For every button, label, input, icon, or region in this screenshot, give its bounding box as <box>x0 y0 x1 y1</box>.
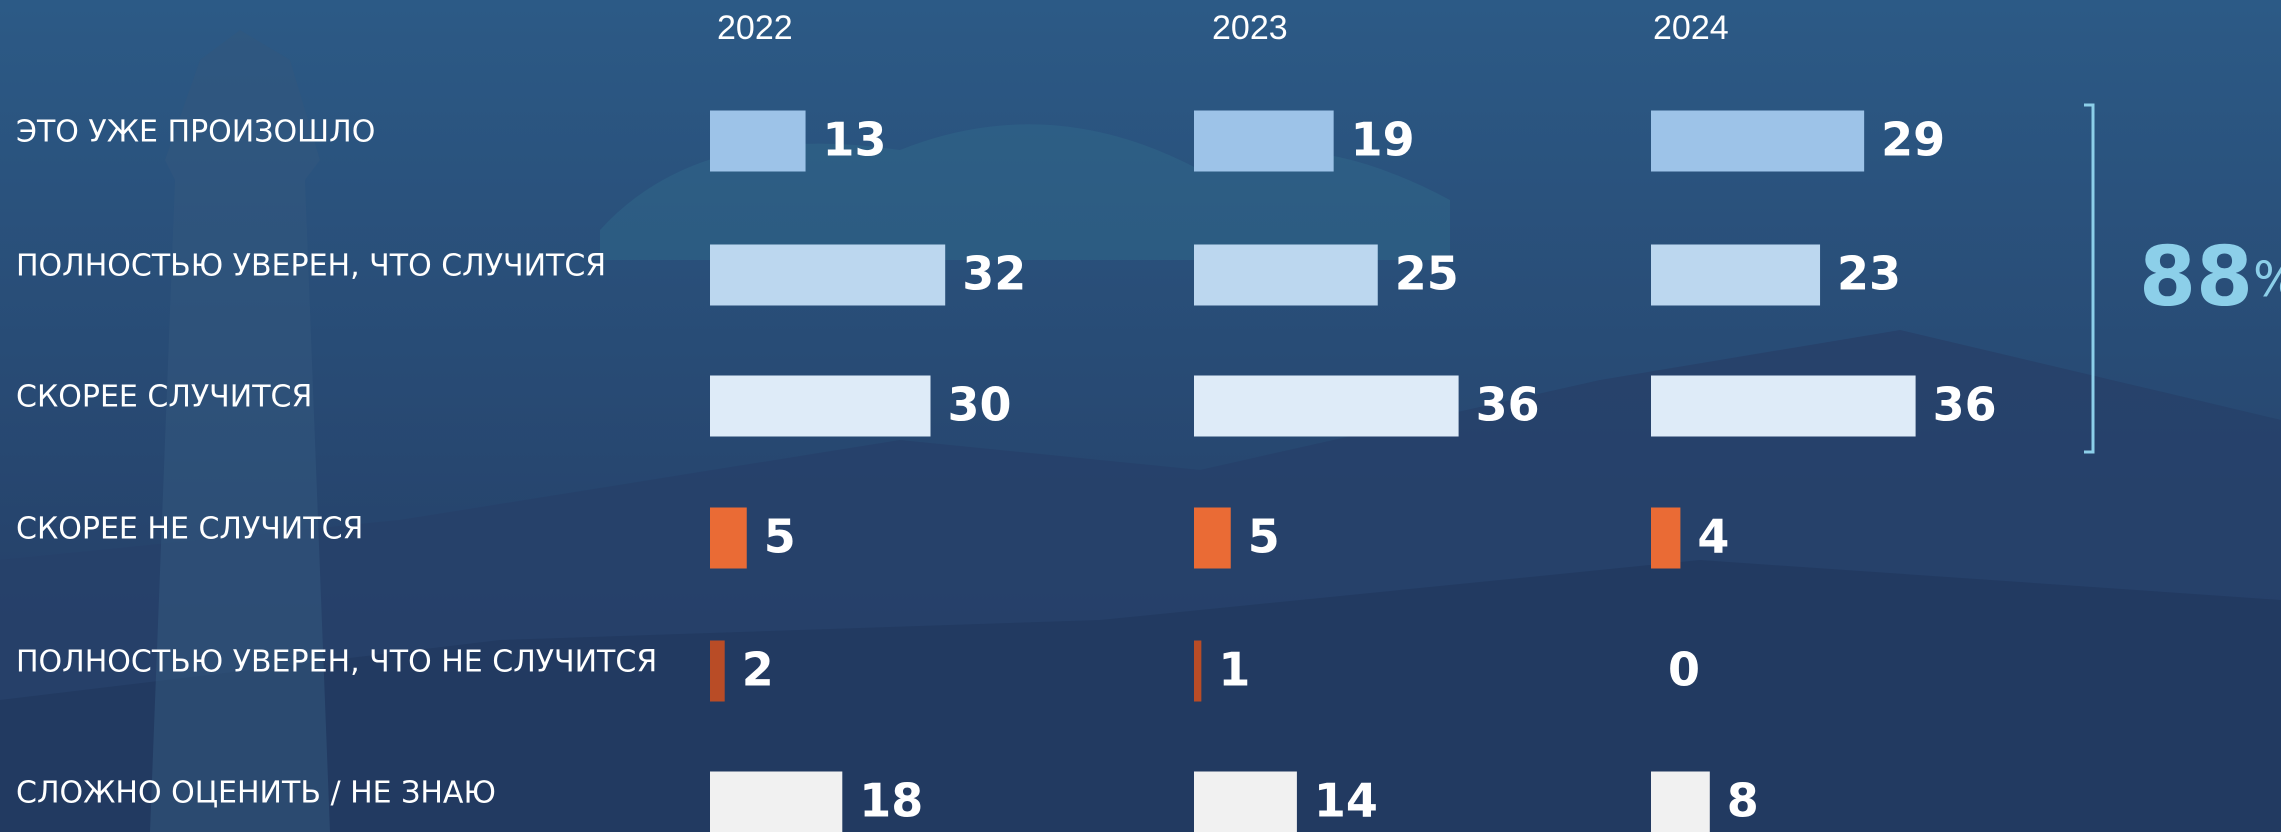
bar <box>710 376 931 437</box>
bar <box>1194 111 1334 172</box>
value-label: 36 <box>1933 378 1997 432</box>
value-label: 18 <box>859 774 923 828</box>
value-label: 23 <box>1837 247 1901 301</box>
value-label: 5 <box>1248 510 1280 564</box>
value-label: 36 <box>1476 378 1540 432</box>
category-label: СКОРЕЕ СЛУЧИТСЯ <box>16 380 312 415</box>
bar <box>1651 376 1916 437</box>
value-label: 1 <box>1218 643 1250 697</box>
value-label: 2 <box>742 643 774 697</box>
chart: ЭТО УЖЕ ПРОИЗОШЛО ПОЛНОСТЬЮ УВЕРЕН, ЧТО С… <box>0 0 2281 832</box>
bar <box>1194 772 1297 832</box>
bar <box>1194 245 1378 306</box>
value-label: 19 <box>1351 113 1415 167</box>
category-label: ПОЛНОСТЬЮ УВЕРЕН, ЧТО СЛУЧИТСЯ <box>16 249 606 284</box>
value-label: 14 <box>1314 774 1378 828</box>
column-header: 2022 <box>717 9 793 47</box>
bar <box>710 245 945 306</box>
bar <box>1651 508 1680 569</box>
bar <box>1194 376 1459 437</box>
bar <box>710 508 747 569</box>
bar <box>1194 508 1231 569</box>
category-label: ЭТО УЖЕ ПРОИЗОШЛО <box>16 115 375 150</box>
value-label: 5 <box>764 510 796 564</box>
category-label: СКОРЕЕ НЕ СЛУЧИТСЯ <box>16 512 363 547</box>
column-header: 2023 <box>1212 9 1288 47</box>
column-header: 2024 <box>1653 9 1729 47</box>
category-label: СЛОЖНО ОЦЕНИТЬ / НЕ ЗНАЮ <box>16 776 496 811</box>
bar <box>1194 641 1201 702</box>
bar <box>1651 245 1820 306</box>
value-label: 29 <box>1881 113 1945 167</box>
value-label: 0 <box>1668 643 1700 697</box>
bar <box>710 772 842 832</box>
value-label: 8 <box>1727 774 1759 828</box>
value-label: 4 <box>1697 510 1729 564</box>
bar <box>710 641 725 702</box>
value-label: 32 <box>962 247 1026 301</box>
value-label: 30 <box>948 378 1012 432</box>
bracket-number: 88 <box>2139 230 2253 325</box>
bar <box>1651 772 1710 832</box>
bar <box>1651 111 1864 172</box>
bar <box>710 111 806 172</box>
value-label: 13 <box>823 113 887 167</box>
lighthouse <box>150 30 330 832</box>
bracket-unit: % <box>2253 252 2281 308</box>
value-label: 25 <box>1395 247 1459 301</box>
category-label: ПОЛНОСТЬЮ УВЕРЕН, ЧТО НЕ СЛУЧИТСЯ <box>16 645 657 680</box>
